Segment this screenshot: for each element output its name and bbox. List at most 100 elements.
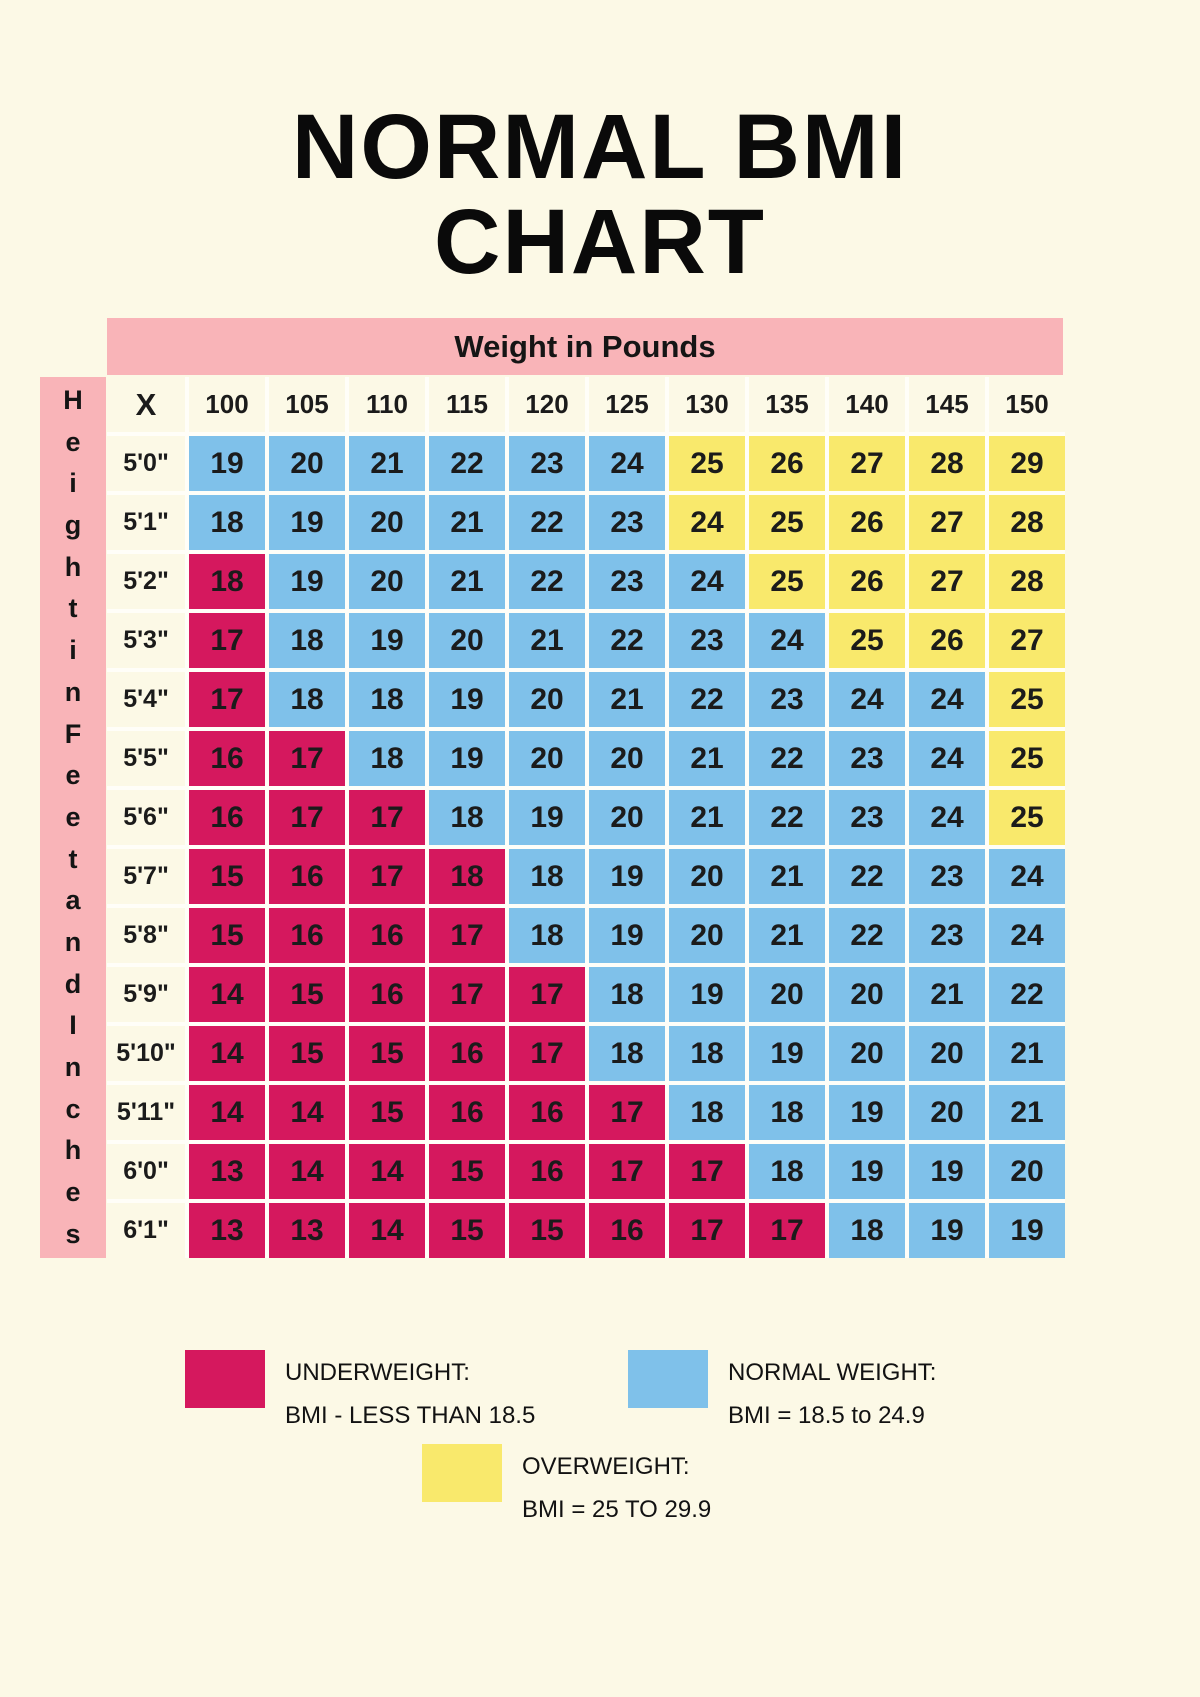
bmi-cell-overweight: 25 — [989, 731, 1065, 786]
bmi-cell-overweight: 29 — [989, 436, 1065, 491]
bmi-cell-overweight: 25 — [749, 495, 825, 550]
bmi-cell-underweight: 14 — [269, 1144, 345, 1199]
bmi-cell-overweight: 25 — [989, 672, 1065, 727]
weight-header-cell: 100 — [189, 377, 265, 432]
normal-color-swatch — [628, 1350, 708, 1408]
bmi-cell-normal: 18 — [589, 967, 665, 1022]
height-axis-letter: h — [64, 551, 82, 582]
height-label-cell: 5'6" — [107, 790, 185, 845]
height-axis-letter: e — [65, 760, 81, 791]
bmi-cell-underweight: 17 — [749, 1203, 825, 1258]
bmi-cell-underweight: 16 — [269, 908, 345, 963]
bmi-cell-underweight: 17 — [669, 1203, 745, 1258]
bmi-cell-underweight: 14 — [269, 1085, 345, 1140]
weight-header-cell: 105 — [269, 377, 345, 432]
bmi-cell-overweight: 28 — [989, 554, 1065, 609]
height-axis-letter: h — [64, 1135, 82, 1166]
legend-item-underweight: UNDERWEIGHT: BMI - LESS THAN 18.5 — [185, 1350, 535, 1437]
bmi-cell-overweight: 25 — [669, 436, 745, 491]
corner-cell: X — [107, 377, 185, 432]
bmi-cell-normal: 21 — [989, 1085, 1065, 1140]
height-label-cell: 6'0" — [107, 1144, 185, 1199]
bmi-cell-normal: 20 — [509, 672, 585, 727]
legend-range-underweight: BMI - LESS THAN 18.5 — [285, 1401, 536, 1429]
weight-header-cell: 120 — [509, 377, 585, 432]
bmi-cell-normal: 24 — [589, 436, 665, 491]
weight-header-cell: 125 — [589, 377, 665, 432]
bmi-cell-underweight: 17 — [269, 790, 345, 845]
underweight-color-swatch — [185, 1350, 265, 1408]
legend-title-normal: NORMAL WEIGHT: — [728, 1359, 937, 1386]
bmi-cell-normal: 20 — [909, 1085, 985, 1140]
bmi-cell-overweight: 26 — [829, 554, 905, 609]
bmi-cell-normal: 23 — [589, 554, 665, 609]
legend-text-normal: NORMAL WEIGHT: BMI = 18.5 to 24.9 — [728, 1350, 936, 1437]
bmi-cell-normal: 23 — [589, 495, 665, 550]
bmi-cell-underweight: 16 — [509, 1144, 585, 1199]
bmi-cell-underweight: 16 — [589, 1203, 665, 1258]
bmi-cell-underweight: 17 — [429, 908, 505, 963]
height-axis-letter: e — [65, 426, 81, 457]
height-label-cell: 5'8" — [107, 908, 185, 963]
bmi-cell-normal: 18 — [349, 731, 425, 786]
bmi-cell-normal: 18 — [509, 908, 585, 963]
bmi-cell-normal: 22 — [429, 436, 505, 491]
bmi-cell-normal: 18 — [749, 1144, 825, 1199]
bmi-cell-normal: 18 — [269, 672, 345, 727]
bmi-cell-underweight: 18 — [189, 554, 265, 609]
bmi-cell-underweight: 14 — [349, 1203, 425, 1258]
bmi-cell-overweight: 26 — [909, 613, 985, 668]
bmi-cell-underweight: 13 — [269, 1203, 345, 1258]
bmi-cell-normal: 18 — [349, 672, 425, 727]
bmi-cell-underweight: 13 — [189, 1144, 265, 1199]
bmi-cell-underweight: 14 — [349, 1144, 425, 1199]
bmi-cell-overweight: 25 — [989, 790, 1065, 845]
bmi-cell-normal: 22 — [509, 495, 585, 550]
bmi-cell-normal: 18 — [429, 790, 505, 845]
bmi-cell-normal: 21 — [509, 613, 585, 668]
bmi-cell-normal: 22 — [829, 908, 905, 963]
height-axis-letter: c — [65, 1093, 81, 1124]
bmi-cell-underweight: 15 — [189, 908, 265, 963]
bmi-cell-normal: 22 — [669, 672, 745, 727]
bmi-cell-underweight: 16 — [509, 1085, 585, 1140]
bmi-cell-normal: 19 — [589, 908, 665, 963]
bmi-cell-normal: 19 — [909, 1144, 985, 1199]
bmi-cell-overweight: 27 — [909, 554, 985, 609]
bmi-cell-normal: 19 — [509, 790, 585, 845]
bmi-cell-normal: 21 — [749, 849, 825, 904]
bmi-cell-normal: 22 — [989, 967, 1065, 1022]
bmi-cell-normal: 21 — [669, 790, 745, 845]
bmi-cell-normal: 23 — [749, 672, 825, 727]
height-axis-letter: s — [65, 1218, 81, 1249]
bmi-table: X 100 105 110 115 120 125 130 135 140 145 150 5'0" 19… — [107, 377, 1065, 1258]
bmi-cell-normal: 20 — [829, 1026, 905, 1081]
height-label-cell: 5'10" — [107, 1026, 185, 1081]
height-label-cell: 5'7" — [107, 849, 185, 904]
bmi-cell-normal: 24 — [909, 731, 985, 786]
bmi-cell-overweight: 26 — [749, 436, 825, 491]
bmi-cell-normal: 24 — [909, 672, 985, 727]
weight-header-cell: 115 — [429, 377, 505, 432]
weight-header-cell: 135 — [749, 377, 825, 432]
bmi-cell-underweight: 18 — [429, 849, 505, 904]
bmi-cell-underweight: 15 — [269, 1026, 345, 1081]
page-title: NORMAL BMI CHART — [0, 100, 1200, 290]
bmi-cell-normal: 23 — [909, 849, 985, 904]
height-axis-letter: H — [63, 385, 83, 415]
bmi-cell-overweight: 25 — [749, 554, 825, 609]
legend-item-overweight: OVERWEIGHT: BMI = 25 TO 29.9 — [422, 1444, 711, 1531]
bmi-cell-normal: 23 — [909, 908, 985, 963]
legend-text-overweight: OVERWEIGHT: BMI = 25 TO 29.9 — [522, 1444, 711, 1531]
height-label-cell: 5'5" — [107, 731, 185, 786]
height-label-cell: 5'1" — [107, 495, 185, 550]
bmi-cell-overweight: 27 — [909, 495, 985, 550]
bmi-cell-normal: 23 — [509, 436, 585, 491]
bmi-cell-overweight: 27 — [989, 613, 1065, 668]
bmi-cell-normal: 20 — [909, 1026, 985, 1081]
height-axis-letter: n — [64, 676, 82, 707]
bmi-cell-overweight: 24 — [669, 495, 745, 550]
weight-header-cell: 140 — [829, 377, 905, 432]
bmi-cell-normal: 20 — [269, 436, 345, 491]
